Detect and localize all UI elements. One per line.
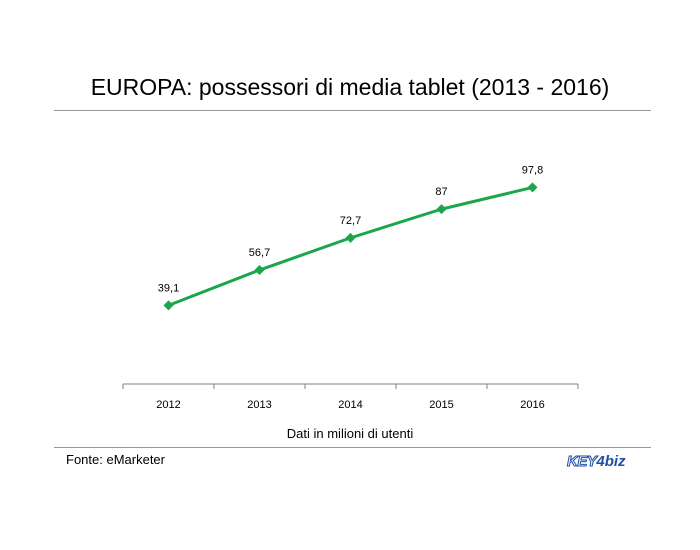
chart-title: EUROPA: possessori di media tablet (2013… (90, 74, 610, 100)
data-label: 97,8 (522, 164, 543, 176)
source-note: Fonte: eMarketer (66, 452, 165, 467)
data-label: 87 (435, 186, 447, 198)
x-axis-title: Dati in milioni di utenti (286, 426, 414, 441)
data-point-marker (254, 265, 265, 276)
data-point-marker (436, 204, 447, 215)
x-tick-label: 2016 (520, 399, 544, 411)
x-tick-label: 2013 (247, 399, 271, 411)
data-label: 56,7 (249, 247, 270, 259)
series-line (167, 185, 533, 307)
top-divider (54, 110, 651, 111)
data-point-marker (527, 182, 538, 193)
data-point-marker (163, 300, 174, 311)
x-tick-label: 2012 (156, 399, 180, 411)
data-point-marker (345, 232, 356, 243)
data-label: 72,7 (340, 215, 361, 227)
x-tick-label: 2014 (338, 399, 362, 411)
line-chart: 39,1 56,7 72,7 87 97,8 2012 2013 2014 2015 2016 (122, 164, 579, 411)
bottom-divider (54, 447, 651, 448)
data-label: 39,1 (158, 282, 179, 294)
x-tick-label: 2015 (429, 399, 453, 411)
key4biz-logo: KEY4biz (566, 453, 626, 471)
